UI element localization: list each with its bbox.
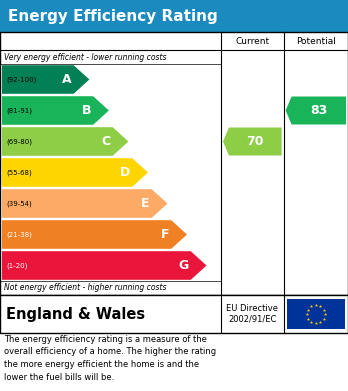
Text: Potential: Potential bbox=[296, 36, 336, 45]
Text: 83: 83 bbox=[310, 104, 327, 117]
Text: (1-20): (1-20) bbox=[6, 262, 27, 269]
Text: Not energy efficient - higher running costs: Not energy efficient - higher running co… bbox=[4, 283, 166, 292]
Polygon shape bbox=[2, 127, 128, 156]
Bar bbox=[287, 299, 345, 329]
Bar bbox=[0, 0, 348, 32]
Text: C: C bbox=[102, 135, 111, 148]
Polygon shape bbox=[223, 127, 282, 156]
Bar bbox=[0, 295, 348, 333]
Text: A: A bbox=[62, 73, 72, 86]
Text: (39-54): (39-54) bbox=[6, 200, 32, 207]
Text: Very energy efficient - lower running costs: Very energy efficient - lower running co… bbox=[4, 52, 166, 61]
Text: (92-100): (92-100) bbox=[6, 76, 37, 83]
Polygon shape bbox=[2, 220, 187, 249]
Text: D: D bbox=[120, 166, 130, 179]
Text: 70: 70 bbox=[246, 135, 264, 148]
Polygon shape bbox=[2, 158, 148, 187]
Text: F: F bbox=[161, 228, 169, 241]
Text: Energy Efficiency Rating: Energy Efficiency Rating bbox=[8, 9, 218, 23]
Bar bbox=[0, 32, 348, 295]
Polygon shape bbox=[2, 96, 109, 125]
Text: (81-91): (81-91) bbox=[6, 107, 32, 114]
Polygon shape bbox=[286, 97, 346, 124]
Polygon shape bbox=[2, 251, 206, 280]
Text: (55-68): (55-68) bbox=[6, 169, 32, 176]
Text: England & Wales: England & Wales bbox=[6, 307, 145, 321]
Text: The energy efficiency rating is a measure of the
overall efficiency of a home. T: The energy efficiency rating is a measur… bbox=[4, 335, 216, 382]
Text: (69-80): (69-80) bbox=[6, 138, 32, 145]
Text: E: E bbox=[141, 197, 150, 210]
Text: G: G bbox=[179, 259, 189, 272]
Text: EU Directive
2002/91/EC: EU Directive 2002/91/EC bbox=[226, 304, 278, 324]
Polygon shape bbox=[2, 189, 167, 218]
Text: B: B bbox=[82, 104, 91, 117]
Text: Current: Current bbox=[235, 36, 269, 45]
Text: (21-38): (21-38) bbox=[6, 231, 32, 238]
Polygon shape bbox=[2, 65, 89, 94]
